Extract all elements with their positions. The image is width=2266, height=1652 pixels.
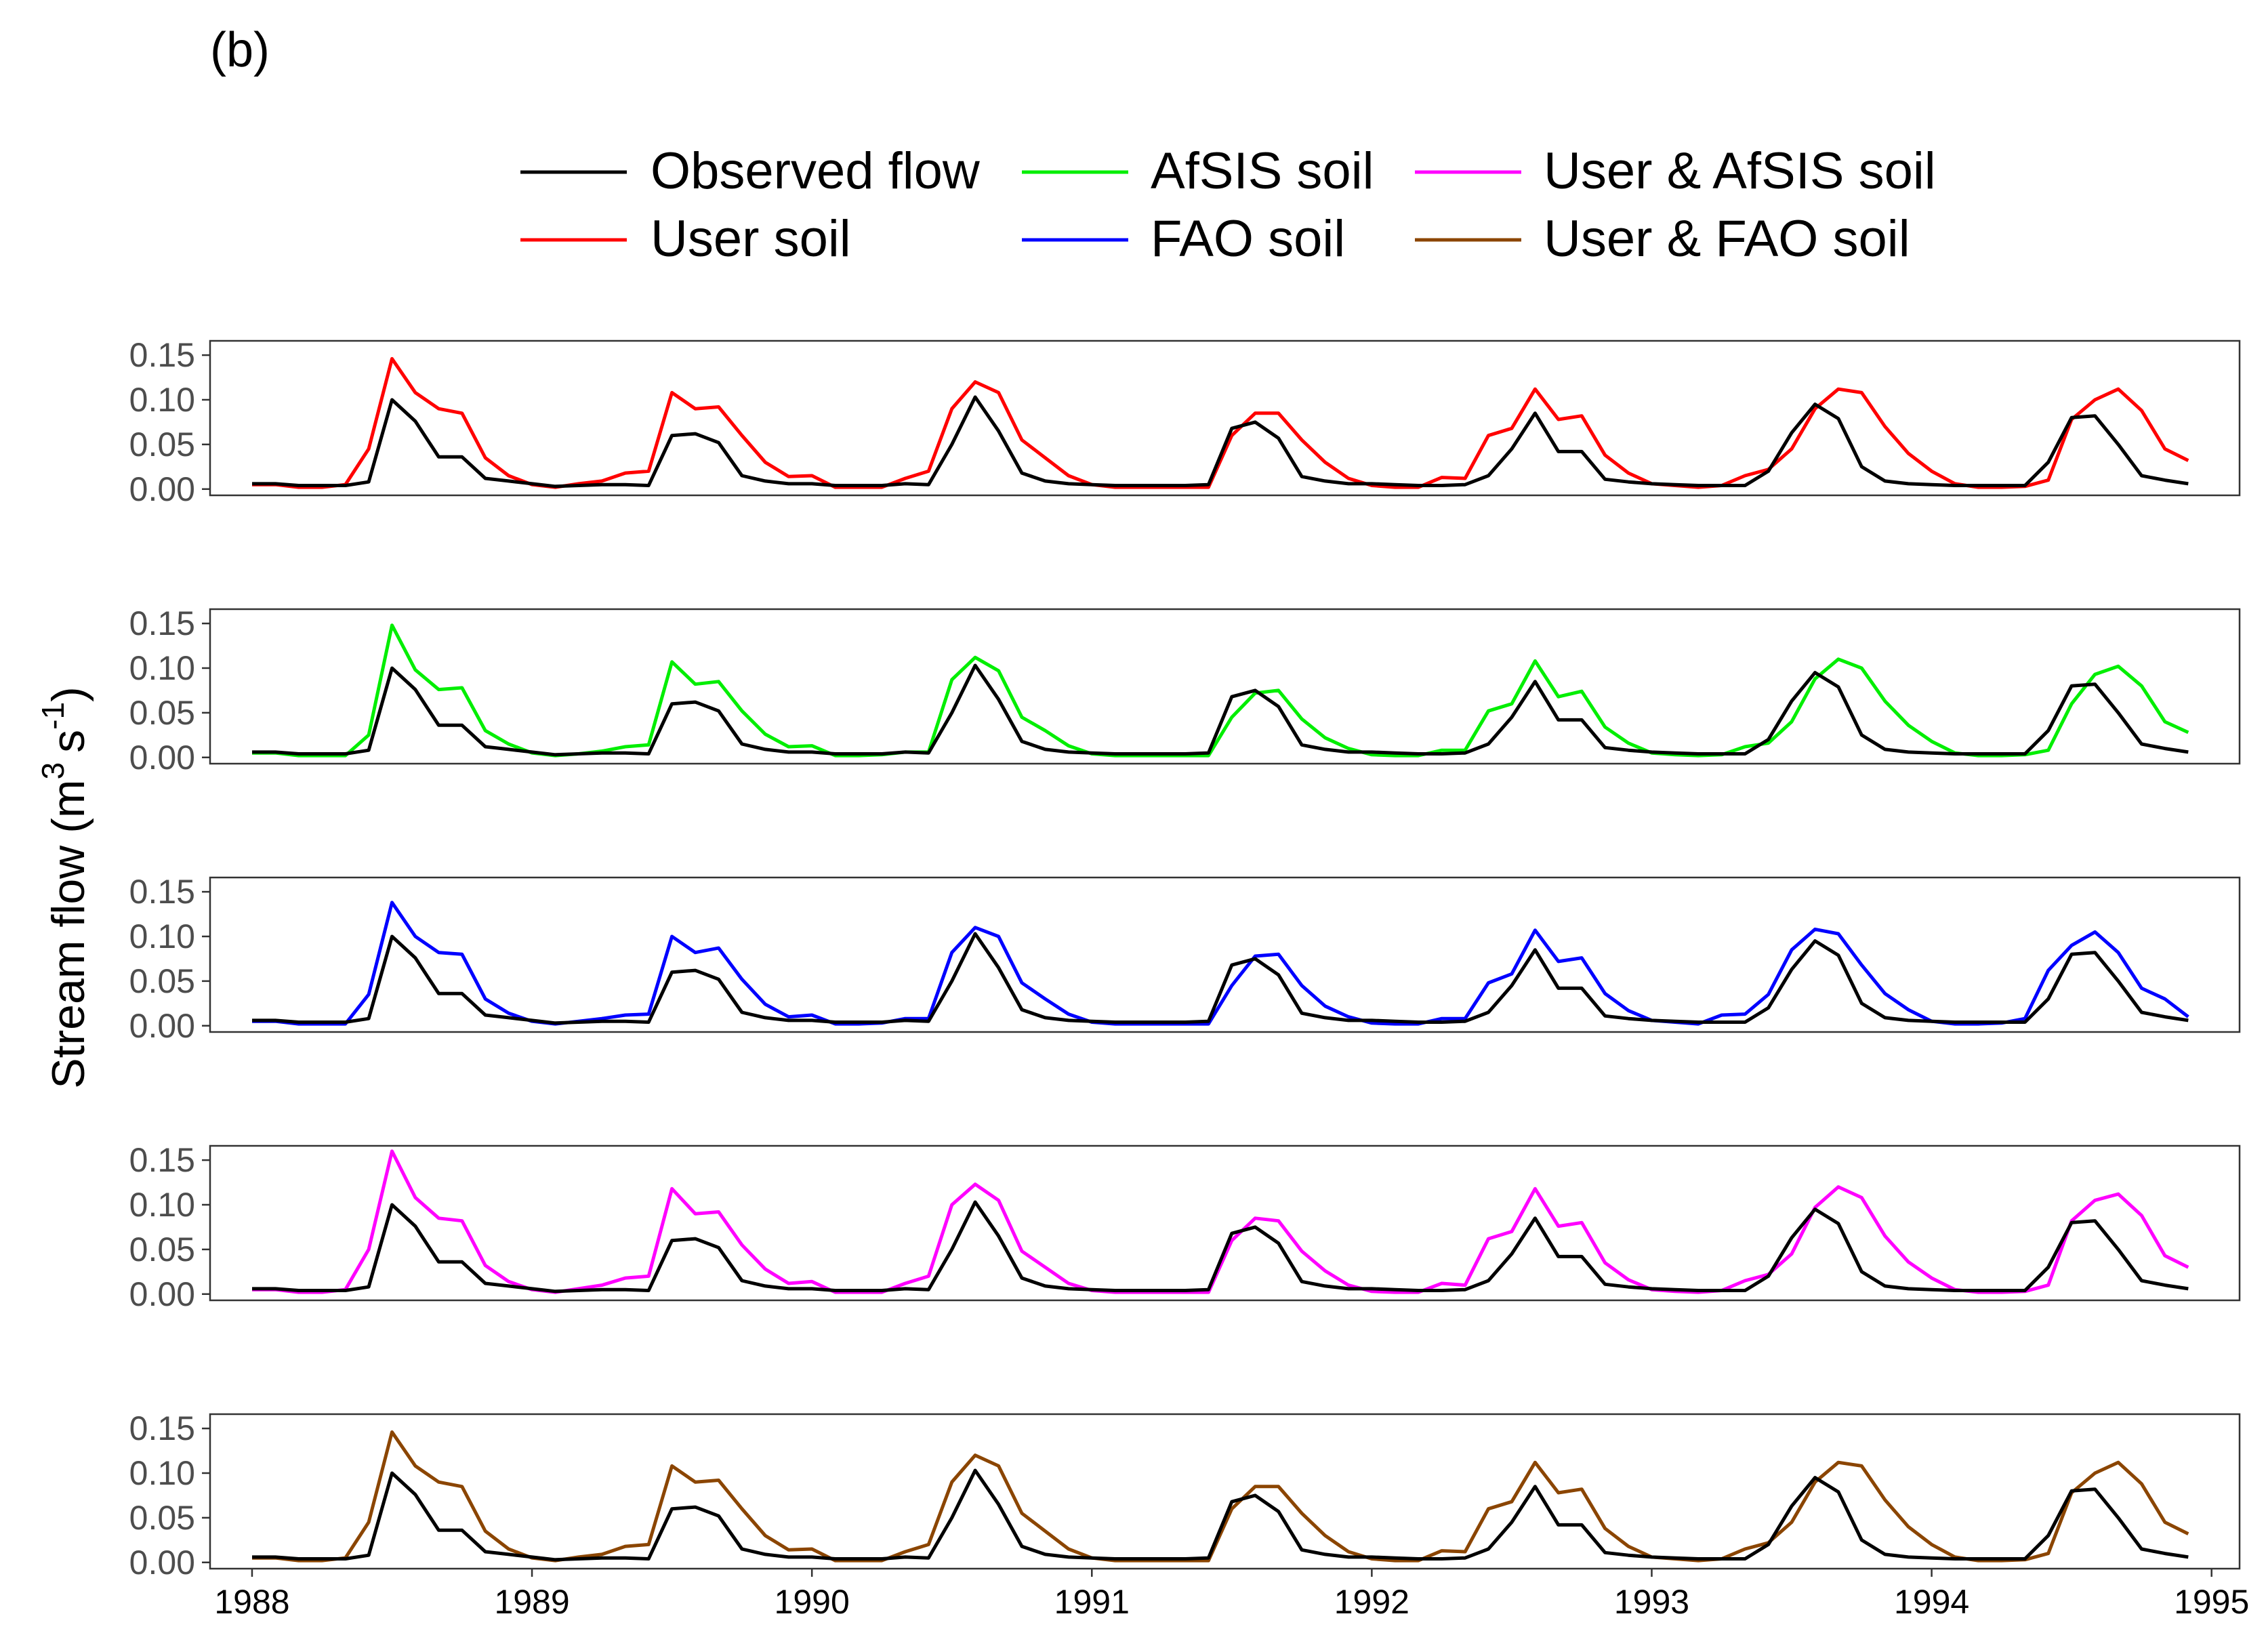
x-tick-label: 1990 <box>775 1583 850 1621</box>
panel-4: 0.00 0.05 0.10 0.15 <box>129 1141 2241 1313</box>
y-tick-label: 0.05 <box>129 426 195 463</box>
panel-frame <box>209 608 2241 765</box>
panel-5: 0.00 0.05 0.10 0.15 1988 1989 1990 1991 1992 1993… <box>129 1409 2250 1621</box>
legend-label-user-afsis: User & AfSIS soil <box>1544 142 1936 200</box>
y-tick-label: 0.00 <box>129 1544 195 1582</box>
y-tick-label: 0.00 <box>129 470 195 508</box>
legend-label-user-fao: User & FAO soil <box>1544 210 1910 268</box>
y-tick-label: 0.15 <box>129 336 195 374</box>
y-tick-label: 0.10 <box>129 1186 195 1224</box>
x-tick-label: 1988 <box>214 1583 289 1621</box>
panel-frame <box>209 876 2241 1033</box>
y-tick-label: 0.05 <box>129 1231 195 1268</box>
y-tick-label: 0.05 <box>129 694 195 732</box>
y-tick-label: 0.10 <box>129 649 195 687</box>
y-tick-label: 0.00 <box>129 739 195 777</box>
y-tick-label: 0.00 <box>129 1275 195 1313</box>
x-tick-label: 1992 <box>1334 1583 1409 1621</box>
y-tick-label: 0.15 <box>129 1409 195 1447</box>
y-tick-label: 0.05 <box>129 1499 195 1537</box>
legend: Observed flow AfSIS soil User & AfSIS so… <box>520 142 1936 268</box>
y-tick-label: 0.15 <box>129 604 195 642</box>
y-tick-label: 0.10 <box>129 917 195 955</box>
panel-label: (b) <box>210 23 270 77</box>
panel-3: 0.00 0.05 0.10 0.15 <box>129 873 2241 1045</box>
y-axis-title-open-paren: ( <box>43 818 94 833</box>
panel-frame <box>209 339 2241 497</box>
panel-frame <box>209 1144 2241 1302</box>
series-line-observed <box>252 1200 2189 1294</box>
panels: 0.00 0.05 0.10 0.15 0.00 0.05 0.10 0.15 0.00 0.05… <box>129 336 2250 1621</box>
series-line-observed <box>252 1468 2189 1562</box>
y-axis-title-sup-neg1: -1 <box>35 702 70 730</box>
y-tick-label: 0.00 <box>129 1007 195 1045</box>
x-tick-label: 1989 <box>494 1583 569 1621</box>
panel-2: 0.00 0.05 0.10 0.15 <box>129 604 2241 777</box>
y-axis-title-unit-m: m <box>43 779 94 818</box>
y-tick-label: 0.15 <box>129 1141 195 1179</box>
panel-1: 0.00 0.05 0.10 0.15 <box>129 336 2241 508</box>
legend-label-user: User soil <box>651 210 851 268</box>
legend-label-afsis: AfSIS soil <box>1151 142 1374 200</box>
x-tick-label: 1991 <box>1054 1583 1130 1621</box>
y-axis-title: Stream flow (m3 s-1) <box>35 686 94 1088</box>
y-tick-label: 0.10 <box>129 381 195 419</box>
y-axis-title-unit-s: s <box>43 730 94 753</box>
y-axis-title-sup-3: 3 <box>35 762 70 780</box>
x-tick-label: 1993 <box>1614 1583 1689 1621</box>
legend-label-fao: FAO soil <box>1151 210 1345 268</box>
series-line-observed <box>252 395 2189 489</box>
series-line-observed <box>252 932 2189 1025</box>
series-line-observed <box>252 663 2189 757</box>
y-tick-label: 0.05 <box>129 962 195 1000</box>
x-tick-label: 1994 <box>1894 1583 1969 1621</box>
legend-label-observed: Observed flow <box>651 142 981 200</box>
y-axis-title-main: Stream flow <box>43 845 94 1089</box>
x-tick-label: 1995 <box>2174 1583 2249 1621</box>
panel-frame <box>209 1413 2241 1570</box>
y-tick-label: 0.15 <box>129 873 195 911</box>
y-tick-label: 0.10 <box>129 1454 195 1492</box>
y-axis-title-close-paren: ) <box>43 686 94 702</box>
